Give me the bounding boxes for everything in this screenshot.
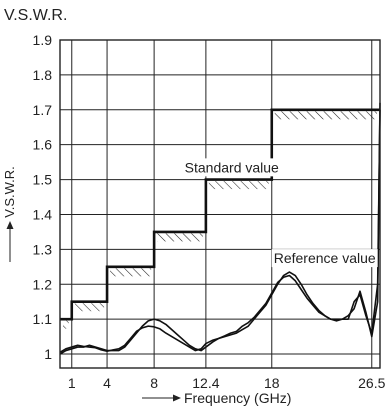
reference-value-curve bbox=[59, 109, 381, 355]
y-tick-label: 1.9 bbox=[33, 32, 53, 48]
chart-annotation-background bbox=[271, 249, 378, 268]
x-tick-label: 8 bbox=[150, 375, 158, 391]
y-tick-label: 1 bbox=[44, 346, 52, 362]
reference-series-layer bbox=[59, 102, 381, 355]
chart-title: V.S.W.R. bbox=[4, 7, 67, 24]
x-tick-label: 12.4 bbox=[192, 375, 219, 391]
standard-hatch-band bbox=[157, 233, 203, 242]
y-tick-label: 1.4 bbox=[33, 206, 53, 222]
x-axis-label-arrow-head bbox=[173, 394, 181, 402]
chart-annotation-label: Reference value bbox=[274, 250, 376, 266]
x-tick-label: 1 bbox=[68, 375, 76, 391]
y-tick-label: 1.2 bbox=[33, 276, 53, 292]
y-tick-label: 1.6 bbox=[33, 137, 53, 153]
annotation-layer: Standard value Reference value bbox=[182, 158, 378, 268]
y-tick-label: 1.8 bbox=[33, 67, 53, 83]
standard-hatch-band bbox=[74, 303, 105, 312]
x-tick-label: 26.5 bbox=[358, 375, 385, 391]
x-tick-label: 18 bbox=[264, 375, 280, 391]
y-axis-label-arrow-head bbox=[6, 221, 14, 229]
standard-hatch-layer bbox=[63, 111, 377, 329]
x-tick-label: 4 bbox=[103, 375, 111, 391]
standard-hatch-band bbox=[208, 181, 269, 190]
chart-annotation-label: Standard value bbox=[185, 159, 279, 175]
standard-hatch-band bbox=[63, 320, 69, 329]
y-tick-label: 1.1 bbox=[33, 311, 53, 327]
standard-hatch-band bbox=[110, 268, 152, 277]
y-axis-label: V.S.W.R. bbox=[2, 166, 17, 218]
tick-layer: 1 1.1 1.2 1.3 1.4 1.5 1.6 1.7 1.8 1.9 1 4 8 12.4 18 26.… bbox=[33, 32, 386, 391]
x-axis-label: Frequency (GHz) bbox=[184, 390, 291, 406]
y-tick-label: 1.7 bbox=[33, 102, 53, 118]
plot-frame bbox=[59, 39, 381, 369]
axis-label-layer: V.S.W.R. Frequency (GHz) bbox=[2, 166, 291, 406]
y-tick-label: 1.3 bbox=[33, 241, 53, 257]
reference-value-curve bbox=[59, 102, 381, 353]
standard-hatch-band bbox=[274, 111, 377, 120]
chart-annotation-background bbox=[182, 158, 281, 177]
y-tick-label: 1.5 bbox=[33, 172, 53, 188]
